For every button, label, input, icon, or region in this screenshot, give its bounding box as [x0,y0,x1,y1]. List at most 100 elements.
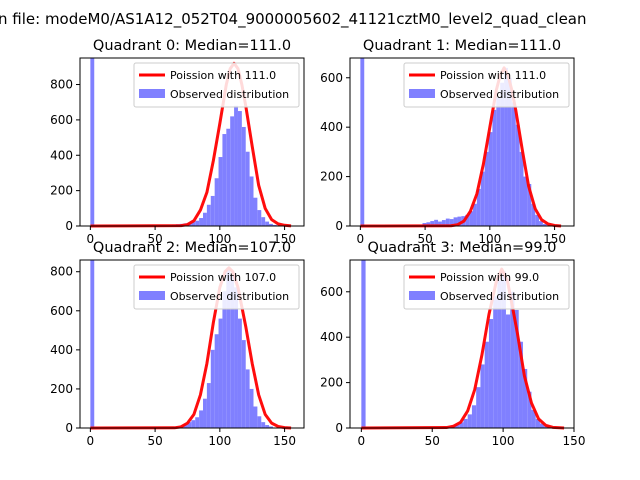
hist-bar-14 [497,280,502,428]
hist-bar-24 [511,102,516,226]
y-tick-label: 400 [50,148,73,162]
hist-bar-14 [222,291,227,428]
y-tick-label: 800 [50,78,73,92]
axes-frame [349,57,575,227]
hist-bar-12 [465,214,470,226]
legend-box [133,264,300,310]
x-tick-label: 50 [147,434,162,448]
hist-bar-6 [463,418,468,428]
hist-bar-20 [522,368,528,428]
x-tick-label: 150 [273,434,296,448]
hist-bar-27 [523,176,528,226]
hist-bar-31 [539,221,543,226]
hist-bar-19 [518,341,523,428]
y-tick-label: 600 [320,285,343,299]
y-tick-label: 600 [50,304,73,318]
hist-bar-8 [199,218,203,226]
observed-histogram [360,58,547,227]
hist-bar-7 [467,414,472,428]
hist-bar-22 [253,406,258,428]
y-tick-label: 0 [335,219,343,233]
hist-bar-5 [187,422,192,428]
hist-bar-32 [542,224,547,226]
hist-bar-19 [492,109,497,226]
hist-bar-13 [493,296,498,428]
hist-bar-26 [269,426,273,428]
x-tick-label: 50 [425,434,440,448]
hist-bar-11 [484,341,489,428]
y-tick-label: 400 [320,120,343,134]
hist-bar-24 [261,422,266,428]
figure-suptitle: n file: modeM0/AS1A12_052T04_9000005602_… [0,10,587,29]
hist-bar-15 [476,188,481,226]
hist-bar-16 [230,275,235,428]
hist-bar-7 [195,220,200,226]
x-tick-label: 150 [543,232,566,246]
hist-bar-27 [272,224,277,226]
x-tick-label: 50 [147,232,162,246]
legend-label-observed: Observed distribution [440,290,559,303]
hist-bar-4 [183,424,188,428]
hist-bar-10 [206,383,211,428]
hist-bar-17 [484,151,489,226]
hist-bar-20 [496,97,501,226]
hist-bar-23 [535,418,540,428]
legend-bar-swatch [139,291,165,300]
hist-bar-25 [515,124,520,226]
legend-box [403,62,570,108]
hist-bar-9 [203,398,207,428]
hist-bar-17 [234,287,238,428]
hist-bar-4 [454,424,460,428]
observed-histogram [90,58,277,226]
y-tick-label: 800 [50,265,73,279]
hist-bar-22 [253,197,258,226]
hist-bar-5 [438,221,442,226]
hist-bar-8 [449,219,454,226]
hist-bar-24 [539,423,545,428]
axes-frame [349,259,575,429]
legend-bar-swatch [139,89,165,98]
hist-bar-2 [426,222,431,226]
hist-bar-18 [514,309,519,428]
hist-bar-19 [241,340,246,428]
hist-bar-18 [237,111,242,226]
hist-bar-18 [488,132,493,226]
y-tick-label: 200 [320,170,343,184]
hist-bar-19 [241,126,246,226]
hist-bar-28 [527,184,532,226]
hist-bar-14 [222,134,227,226]
quadrant-title: Quadrant 1: Median=111.0 [363,38,561,54]
legend: Poission with 111.0 Observed distribution [403,62,570,108]
hist-bar-21 [500,82,505,227]
hist-bar-10 [206,204,211,226]
observed-histogram [361,260,553,428]
y-tick-label: 0 [65,219,73,233]
x-tick-label: 50 [417,232,432,246]
hist-bar-8 [199,410,203,428]
y-tick-label: 200 [320,376,343,390]
legend-label-observed: Observed distribution [170,290,289,303]
hist-bar-16 [480,171,485,226]
hist-bar-0 [90,58,95,226]
hist-bar-15 [226,267,231,428]
hist-bar-6 [191,420,196,428]
quadrant-1-chart: 0 50 100 150 0 200 400 600 Poission with 111.0 Ob… [320,38,575,246]
hist-bar-23 [257,416,262,428]
hist-bar-17 [510,291,515,428]
y-tick-label: 0 [65,421,73,435]
x-tick-label: 100 [492,434,515,448]
hist-bar-20 [245,151,250,226]
hist-bar-0 [361,260,366,428]
y-tick-label: 600 [50,113,73,127]
x-tick-label: 0 [357,232,365,246]
hist-bar-18 [237,318,242,428]
hist-bar-26 [269,223,273,226]
hist-bar-9 [476,387,481,428]
hist-bar-17 [234,105,238,226]
hist-bar-20 [245,369,250,428]
hist-bar-13 [469,211,473,226]
hist-bar-3 [430,221,435,226]
x-tick-label: 0 [358,434,366,448]
quadrant-0-chart: 0 50 100 150 0 200 400 600 800 Poission with 111.… [50,38,305,246]
